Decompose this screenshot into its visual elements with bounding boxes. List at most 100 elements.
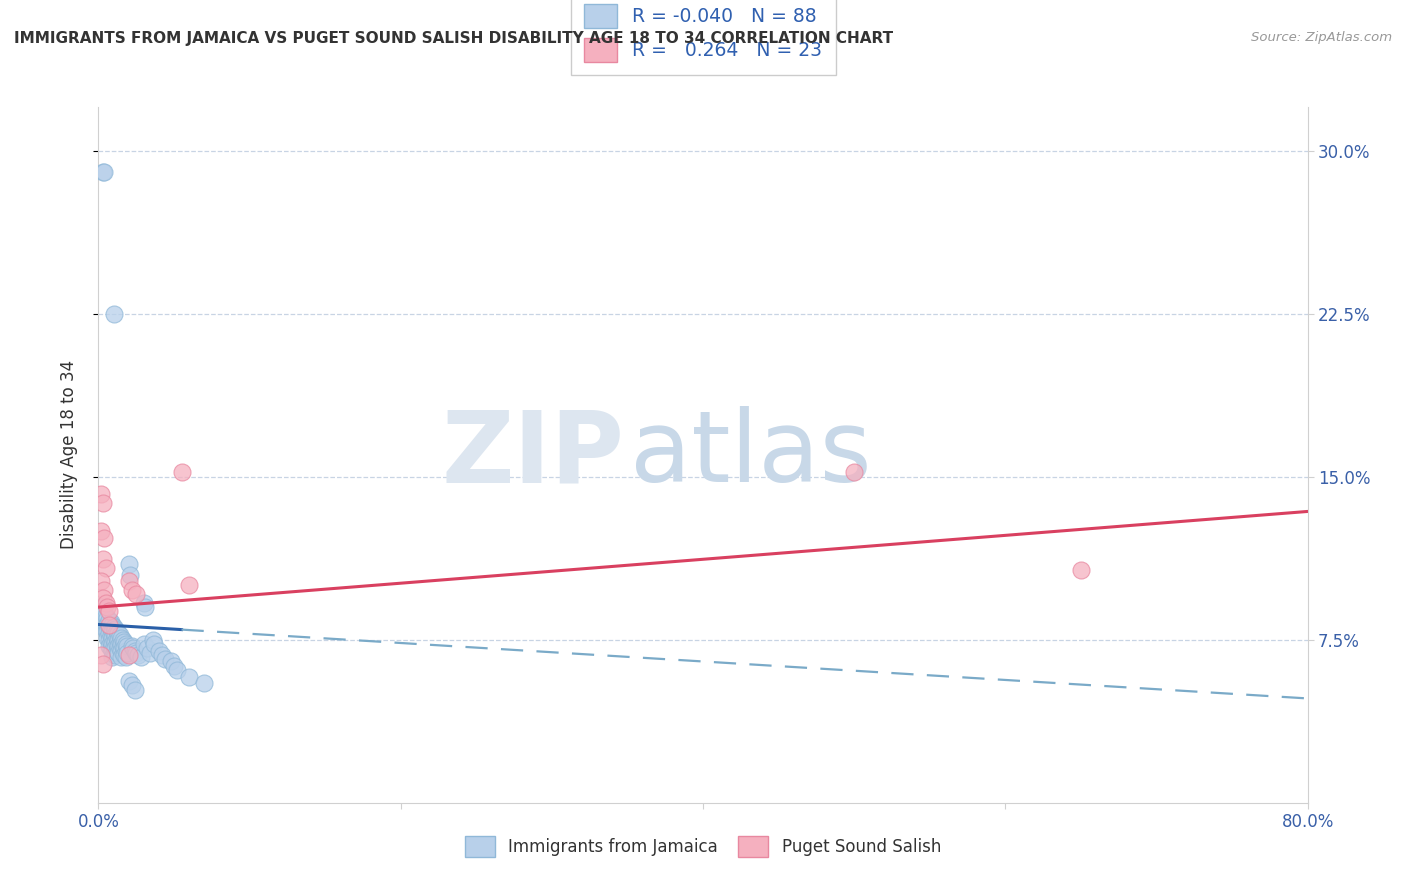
Point: [100, 615, 122, 630]
Point: [103, 626, 125, 640]
Point: [104, 622, 127, 636]
Point: [132, 637, 155, 651]
Point: [91, 591, 114, 606]
Point: [91, 552, 114, 566]
Point: [139, 646, 162, 660]
Point: [179, 578, 201, 592]
Point: [132, 596, 155, 610]
Point: [96, 631, 118, 645]
Point: [93, 607, 115, 621]
Point: [91, 605, 114, 619]
Point: [105, 624, 128, 638]
Point: [115, 646, 138, 660]
Point: [193, 676, 215, 690]
Point: [91, 611, 114, 625]
Point: [110, 631, 132, 645]
Point: [111, 632, 134, 647]
Point: [101, 643, 124, 657]
Point: [103, 307, 125, 321]
Point: [148, 643, 170, 657]
Point: [114, 650, 136, 665]
Point: [91, 657, 114, 671]
Point: [127, 648, 149, 662]
Text: ZIP: ZIP: [441, 407, 624, 503]
Point: [98, 632, 121, 647]
Point: [105, 637, 128, 651]
Point: [107, 626, 129, 640]
Point: [100, 641, 122, 656]
Point: [118, 557, 141, 571]
Point: [90, 600, 112, 615]
Point: [118, 674, 141, 689]
Point: [118, 574, 141, 588]
Point: [103, 620, 125, 634]
Point: [111, 639, 134, 653]
Point: [129, 650, 152, 665]
Text: atlas: atlas: [630, 407, 872, 503]
Point: [118, 648, 141, 662]
Point: [90, 487, 112, 501]
Point: [90, 648, 112, 662]
Point: [94, 596, 117, 610]
Point: [93, 582, 115, 597]
Point: [104, 635, 127, 649]
Point: [143, 637, 166, 651]
Point: [112, 648, 135, 662]
Point: [104, 641, 127, 656]
Point: [150, 648, 173, 662]
Point: [121, 639, 143, 653]
Point: [110, 643, 132, 657]
Y-axis label: Disability Age 18 to 34: Disability Age 18 to 34: [59, 360, 77, 549]
Point: [93, 615, 115, 630]
Point: [104, 648, 127, 662]
Point: [94, 624, 117, 638]
Point: [96, 600, 118, 615]
Point: [166, 663, 188, 677]
Point: [101, 637, 124, 651]
Point: [91, 165, 114, 179]
Point: [98, 626, 121, 640]
Point: [94, 608, 117, 623]
Point: [114, 643, 136, 657]
Point: [110, 650, 132, 665]
Point: [105, 643, 128, 657]
Point: [101, 631, 124, 645]
Point: [100, 622, 122, 636]
Point: [98, 617, 121, 632]
Point: [844, 466, 866, 480]
Point: [101, 617, 124, 632]
Point: [108, 628, 131, 642]
Point: [112, 641, 135, 656]
Point: [103, 646, 125, 660]
Point: [108, 635, 131, 649]
Point: [94, 561, 117, 575]
Point: [142, 632, 165, 647]
Point: [98, 620, 121, 634]
Point: [124, 643, 146, 657]
Point: [91, 496, 114, 510]
Point: [104, 628, 127, 642]
Point: [103, 632, 125, 647]
Point: [135, 641, 157, 656]
Point: [107, 639, 129, 653]
Point: [160, 655, 183, 669]
Point: [110, 637, 132, 651]
Point: [103, 639, 125, 653]
Text: IMMIGRANTS FROM JAMAICA VS PUGET SOUND SALISH DISABILITY AGE 18 TO 34 CORRELATIO: IMMIGRANTS FROM JAMAICA VS PUGET SOUND S…: [14, 31, 893, 46]
Point: [98, 605, 121, 619]
Legend: Immigrants from Jamaica, Puget Sound Salish: Immigrants from Jamaica, Puget Sound Sal…: [458, 830, 948, 864]
Point: [125, 646, 148, 660]
Point: [163, 658, 186, 673]
Point: [98, 613, 121, 627]
Point: [121, 582, 143, 597]
Point: [101, 650, 124, 665]
Point: [124, 682, 146, 697]
Point: [105, 631, 128, 645]
Point: [108, 641, 131, 656]
Point: [120, 567, 142, 582]
Point: [100, 628, 122, 642]
Point: [98, 639, 121, 653]
Point: [122, 641, 145, 656]
Point: [134, 600, 156, 615]
Point: [121, 678, 143, 692]
